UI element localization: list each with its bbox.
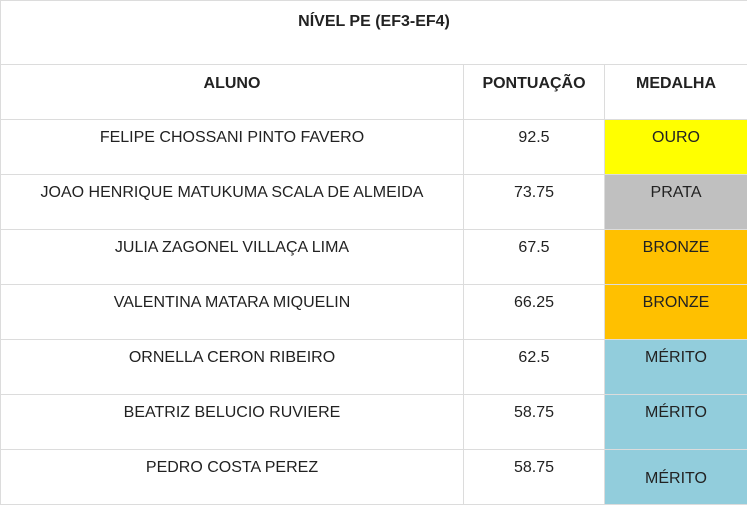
student-name: BEATRIZ BELUCIO RUVIERE xyxy=(0,394,464,450)
medal-cell: OURO xyxy=(603,119,747,175)
table-title: NÍVEL PE (EF3-EF4) xyxy=(0,0,747,65)
student-name: PEDRO COSTA PEREZ xyxy=(0,449,464,505)
table-row: JOAO HENRIQUE MATUKUMA SCALA DE ALMEIDA … xyxy=(0,174,747,230)
header-student: ALUNO xyxy=(0,64,464,120)
table-row: FELIPE CHOSSANI PINTO FAVERO 92.5 OURO xyxy=(0,119,747,175)
medal-cell: BRONZE xyxy=(603,229,747,285)
table-row: BEATRIZ BELUCIO RUVIERE 58.75 MÉRITO xyxy=(0,394,747,450)
medal-cell: PRATA xyxy=(603,174,747,230)
table-row: JULIA ZAGONEL VILLAÇA LIMA 67.5 BRONZE xyxy=(0,229,747,285)
header-row: ALUNO PONTUAÇÃO MEDALHA xyxy=(0,64,747,120)
medal-cell: MÉRITO xyxy=(603,449,747,505)
table-row: PEDRO COSTA PEREZ 58.75 MÉRITO xyxy=(0,449,747,505)
header-score: PONTUAÇÃO xyxy=(463,64,605,120)
student-score: 92.5 xyxy=(463,119,605,175)
table-row: ORNELLA CERON RIBEIRO 62.5 MÉRITO xyxy=(0,339,747,395)
student-score: 58.75 xyxy=(463,449,605,505)
student-score: 66.25 xyxy=(463,284,605,340)
student-name: JULIA ZAGONEL VILLAÇA LIMA xyxy=(0,229,464,285)
table-row: VALENTINA MATARA MIQUELIN 66.25 BRONZE xyxy=(0,284,747,340)
student-name: VALENTINA MATARA MIQUELIN xyxy=(0,284,464,340)
student-score: 73.75 xyxy=(463,174,605,230)
student-name: FELIPE CHOSSANI PINTO FAVERO xyxy=(0,119,464,175)
student-name: ORNELLA CERON RIBEIRO xyxy=(0,339,464,395)
header-medal: MEDALHA xyxy=(603,64,747,120)
student-name: JOAO HENRIQUE MATUKUMA SCALA DE ALMEIDA xyxy=(0,174,464,230)
title-row: NÍVEL PE (EF3-EF4) xyxy=(0,0,747,65)
medal-cell: BRONZE xyxy=(603,284,747,340)
medal-cell: MÉRITO xyxy=(603,394,747,450)
medal-cell: MÉRITO xyxy=(603,339,747,395)
student-score: 58.75 xyxy=(463,394,605,450)
student-score: 62.5 xyxy=(463,339,605,395)
student-score: 67.5 xyxy=(463,229,605,285)
